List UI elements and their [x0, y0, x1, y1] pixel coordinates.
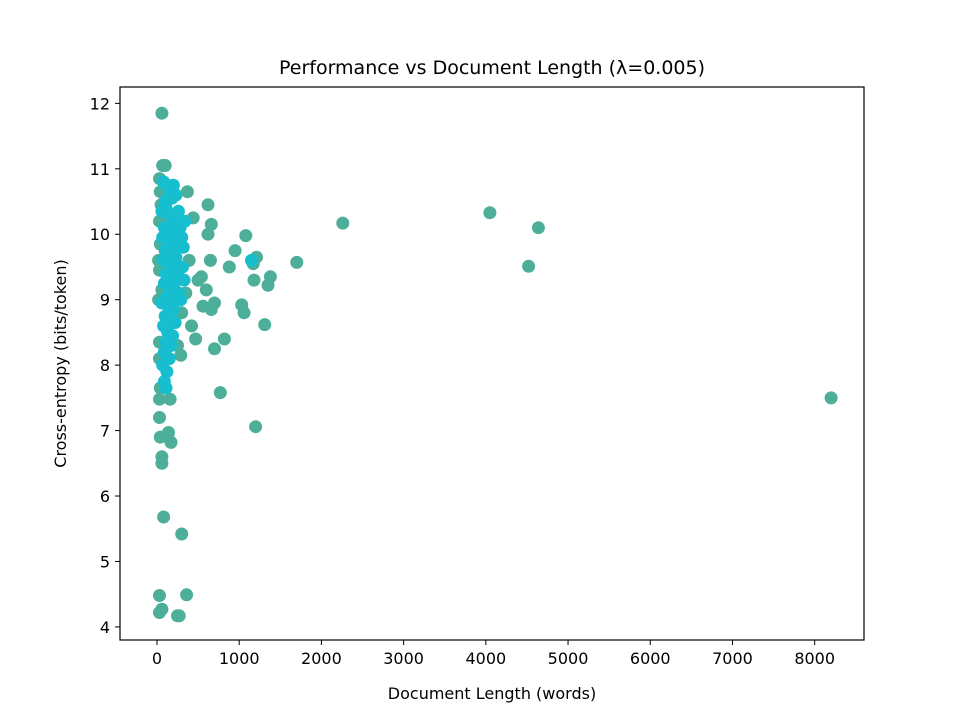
data-point-s0-37: [258, 318, 272, 332]
y-tick-label-8: 12: [90, 94, 110, 113]
data-point-s0-20: [199, 283, 213, 297]
data-point-s1-56: [171, 204, 185, 218]
data-point-s0-34: [247, 273, 261, 287]
data-point-s1-48: [159, 381, 173, 395]
data-point-s0-60: [175, 527, 189, 541]
y-tick-label-3: 7: [100, 422, 110, 441]
data-point-s0-42: [483, 206, 497, 220]
data-point-s1-57: [169, 188, 183, 202]
data-point-s0-25: [189, 332, 203, 346]
data-point-s0-50: [153, 411, 166, 424]
x-axis-title: Document Length (words): [388, 684, 596, 703]
data-point-s1-54: [174, 293, 188, 307]
y-tick-label-2: 6: [100, 487, 110, 506]
data-point-s0-70: [213, 386, 227, 400]
chart-title: Performance vs Document Length (λ=0.005): [279, 57, 705, 79]
data-point-s1-52: [176, 260, 189, 274]
data-point-s0-11: [204, 217, 218, 231]
data-point-s1-37: [168, 316, 182, 330]
data-point-s0-44: [522, 259, 536, 273]
x-tick-label-7: 7000: [712, 649, 753, 668]
x-tick-label-3: 3000: [383, 649, 424, 668]
data-point-s0-28: [217, 332, 231, 346]
data-point-s1-58: [166, 178, 180, 192]
x-tick-label-8: 8000: [794, 649, 835, 668]
x-tick-label-0: 0: [152, 649, 162, 668]
data-point-s0-62: [163, 392, 177, 406]
x-tick-label-1: 1000: [219, 649, 260, 668]
data-point-s0-64: [164, 435, 178, 449]
data-point-s0-31: [239, 229, 253, 243]
y-tick-label-7: 11: [90, 160, 110, 179]
data-point-s0-54: [157, 510, 171, 524]
data-point-s0-49: [153, 392, 166, 406]
data-point-s0-57: [155, 602, 169, 616]
data-point-s0-21: [203, 253, 217, 267]
data-point-s1-46: [160, 365, 174, 379]
data-point-s1-55: [178, 214, 192, 228]
y-tick-label-5: 9: [100, 291, 110, 310]
data-points-layer: [152, 106, 838, 623]
data-point-s1-51: [176, 240, 190, 254]
data-point-s0-71: [249, 420, 263, 434]
data-point-s0-19: [194, 270, 208, 284]
data-point-s0-0: [155, 106, 169, 120]
data-point-s0-26: [185, 319, 198, 333]
y-axis-ticks: 4 5 6 7 8 9 10 11 12: [90, 94, 120, 637]
y-tick-label-0: 4: [100, 618, 110, 637]
data-point-s1-59: [164, 229, 178, 243]
data-point-s0-45: [824, 391, 838, 405]
data-point-s0-40: [290, 255, 304, 269]
data-point-s0-53: [155, 456, 169, 470]
y-tick-label-1: 5: [100, 552, 110, 571]
data-point-s0-59: [172, 609, 186, 623]
plot-area-frame: [119, 86, 865, 641]
data-point-s0-10: [201, 198, 215, 212]
data-point-s0-41: [336, 216, 350, 230]
data-point-s0-65: [174, 348, 188, 362]
y-tick-label-4: 8: [100, 356, 110, 375]
y-tick-label-6: 10: [90, 225, 110, 244]
x-axis-ticks: 0 1000 2000 3000 4000 5000 6000 7000 8000: [152, 640, 835, 668]
data-point-s1-50: [175, 231, 189, 244]
data-point-s0-36: [237, 306, 251, 320]
data-point-s1-60: [245, 253, 258, 267]
x-tick-label-6: 6000: [630, 649, 671, 668]
x-tick-label-5: 5000: [548, 649, 589, 668]
data-point-s0-2: [158, 159, 172, 172]
data-point-s0-30: [228, 244, 242, 258]
data-point-s0-39: [263, 270, 277, 284]
data-point-s0-27: [208, 342, 221, 356]
data-point-s0-43: [531, 221, 545, 235]
data-point-s0-8: [180, 185, 194, 199]
data-point-s0-12: [201, 227, 215, 241]
data-point-s0-29: [222, 260, 236, 274]
data-point-s0-61: [180, 588, 194, 602]
data-point-s0-55: [153, 589, 166, 602]
data-point-s0-63: [162, 426, 175, 439]
x-tick-label-4: 4000: [465, 649, 506, 668]
x-tick-label-2: 2000: [301, 649, 342, 668]
data-point-s1-53: [177, 273, 191, 287]
data-point-s0-24: [208, 296, 221, 310]
y-axis-title: Cross-entropy (bits/token): [51, 259, 70, 467]
